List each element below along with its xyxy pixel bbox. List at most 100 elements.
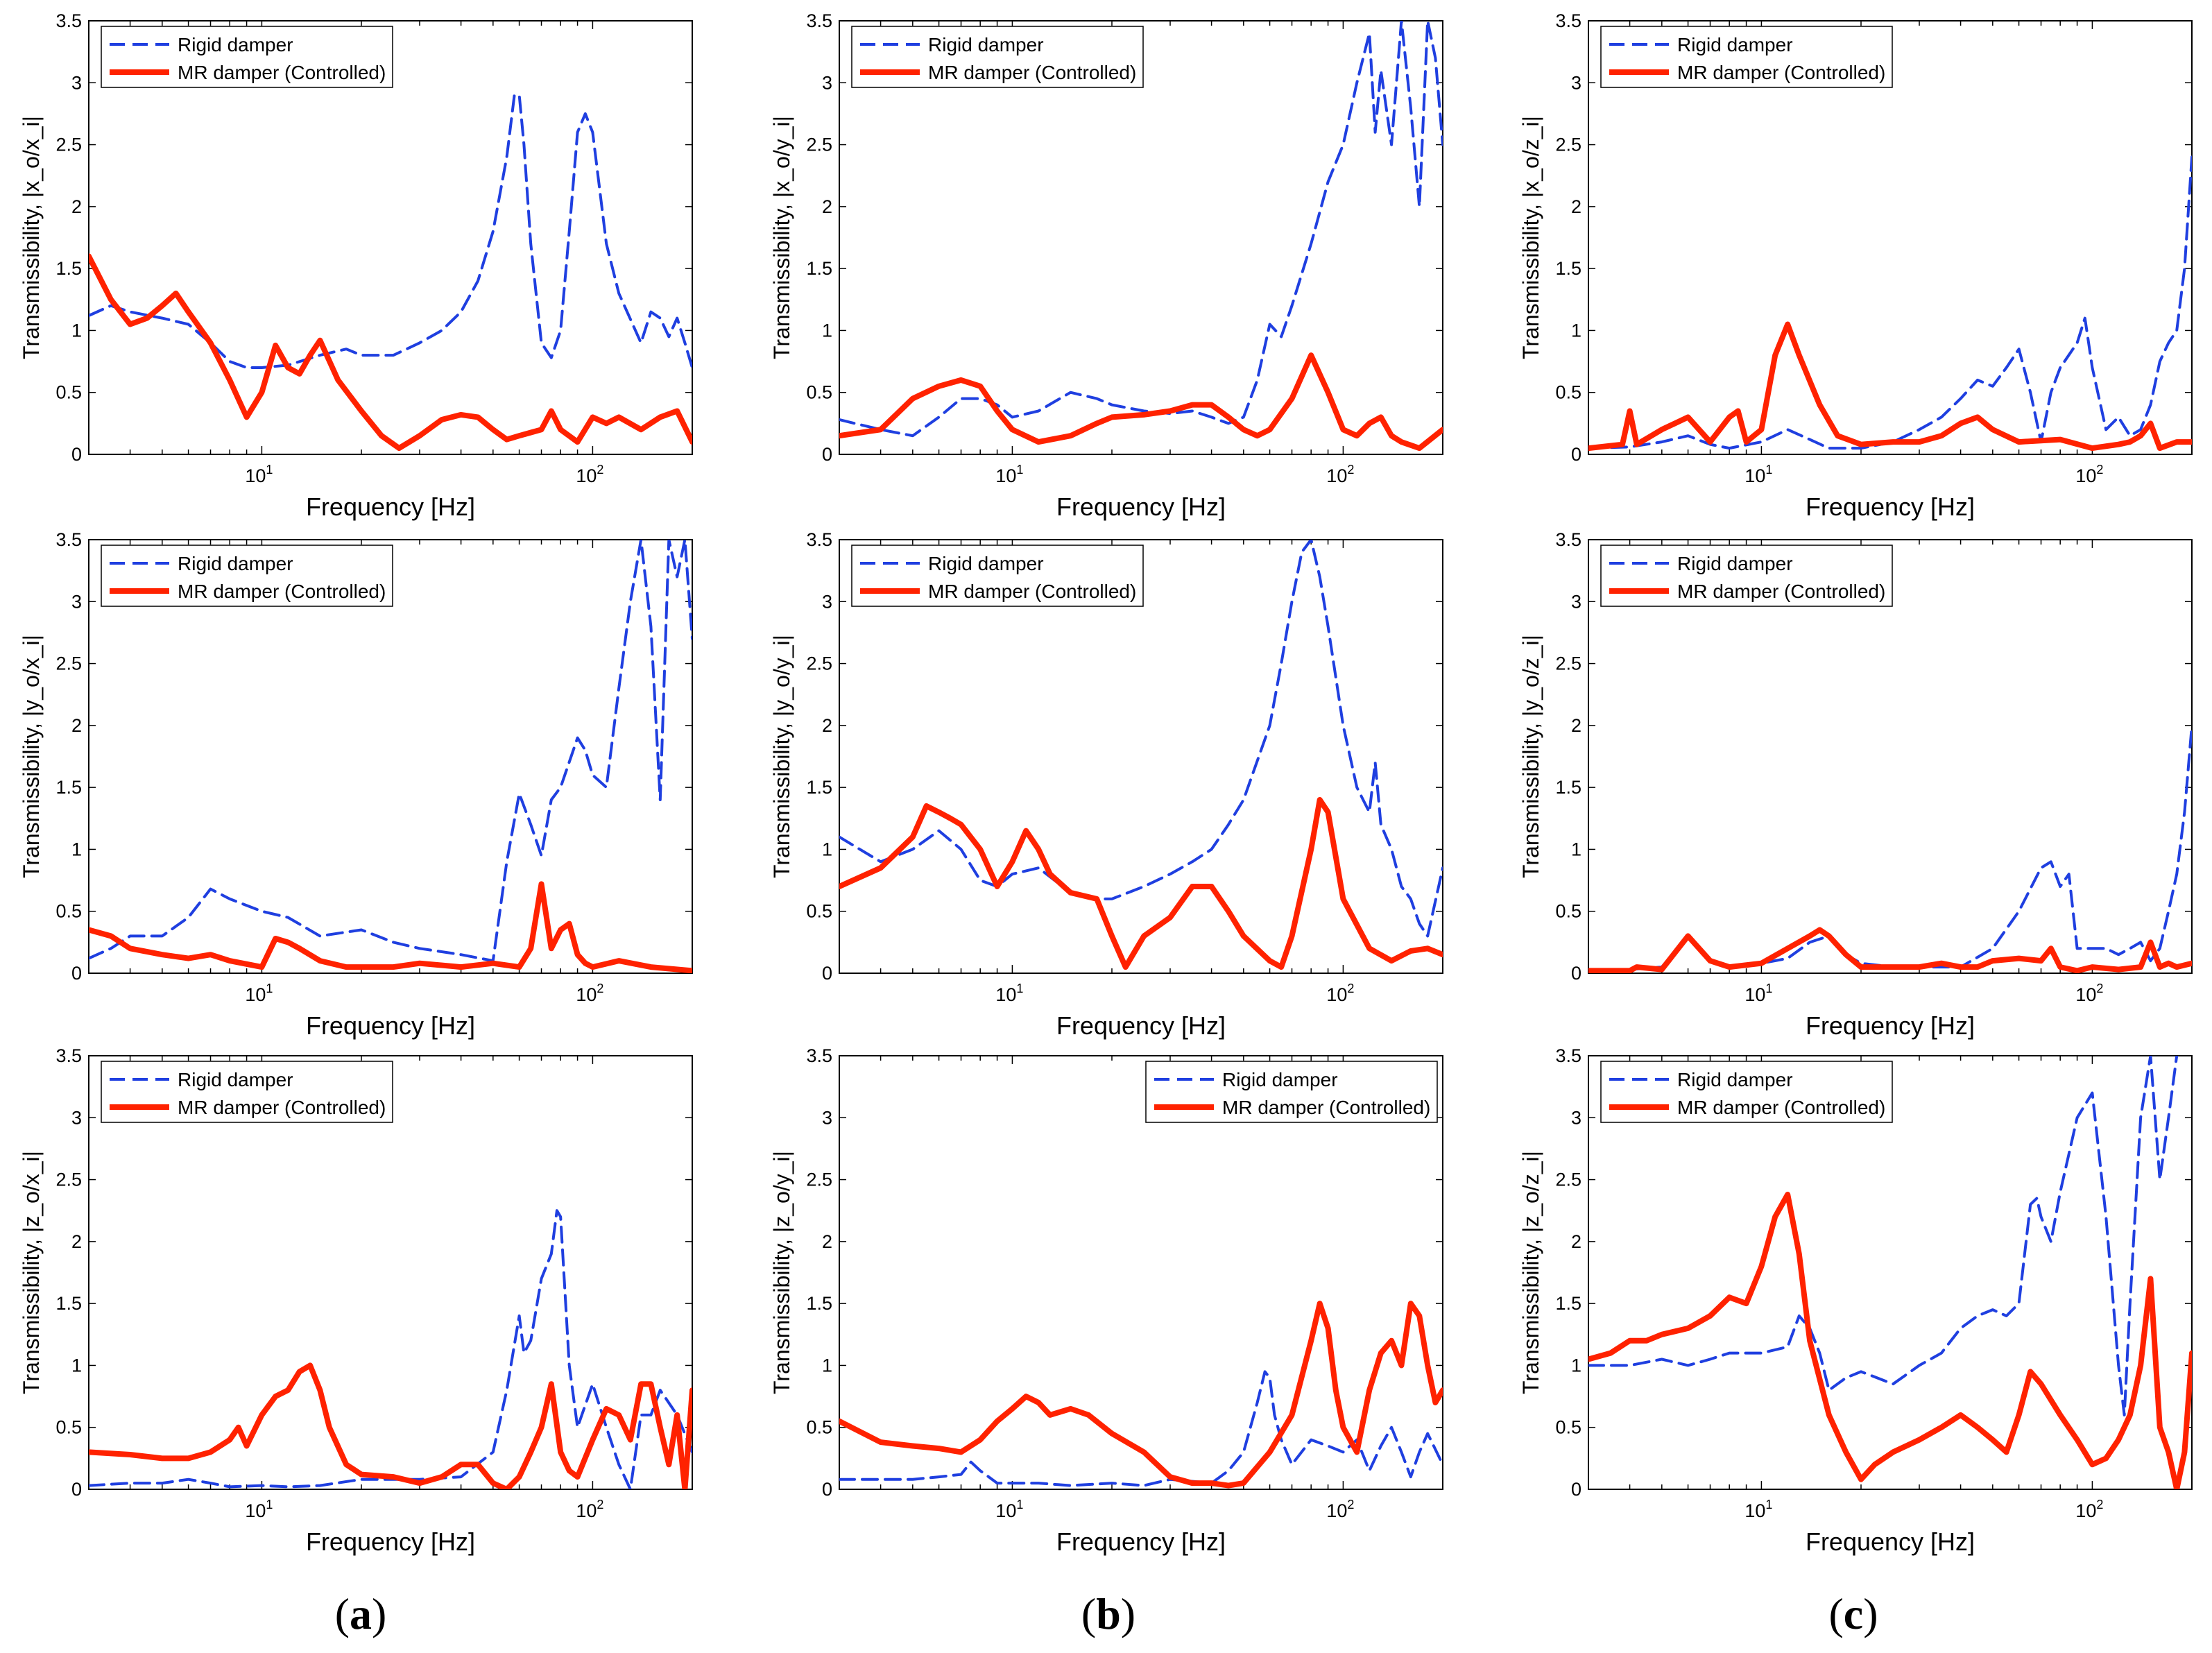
y-tick-label: 1.5 <box>1555 1293 1581 1314</box>
panel-captions: (a) (b) (c) <box>335 1589 1878 1638</box>
legend-box <box>1600 545 1893 607</box>
y-axis-title: Transmissibility, |y_o/x_i| <box>19 635 44 878</box>
legend-box <box>1145 1061 1438 1123</box>
plot-frame <box>1588 20 2193 455</box>
x-axis-title: Frequency [Hz] <box>306 1527 475 1556</box>
y-tick-label: 0.5 <box>55 382 82 403</box>
legend: Rigid damper MR damper (Controlled) <box>101 1061 393 1123</box>
legend-box <box>101 1061 393 1123</box>
legend-label-mr: MR damper (Controlled) <box>928 62 1136 83</box>
legend: Rigid damper MR damper (Controlled) <box>1600 26 1893 88</box>
y-tick-label: 0 <box>71 963 82 984</box>
legend-label-rigid: Rigid damper <box>178 34 293 55</box>
x-axis-title: Frequency [Hz] <box>1056 493 1226 521</box>
y-axis-title: Transmissibility, |x_o/z_i| <box>1518 116 1543 359</box>
y-tick-label: 3.5 <box>806 1045 832 1066</box>
caption-c: (c) <box>1828 1589 1878 1638</box>
legend-label-mr: MR damper (Controlled) <box>1677 62 1885 83</box>
x-axis-title: Frequency [Hz] <box>1806 1527 1975 1556</box>
y-tick-label: 3.5 <box>55 10 82 31</box>
plot-frame <box>88 1055 693 1490</box>
legend-label-rigid: Rigid damper <box>178 553 293 574</box>
x-axis-title: Frequency [Hz] <box>1806 1011 1975 1040</box>
y-tick-label: 2 <box>71 1231 82 1252</box>
x-tick-label: 102 <box>576 463 603 486</box>
y-tick-label: 2 <box>1571 1231 1581 1252</box>
legend-label-mr: MR damper (Controlled) <box>178 581 386 602</box>
y-tick-label: 1.5 <box>806 777 832 798</box>
y-tick-label: 0 <box>71 1479 82 1500</box>
caption-b: (b) <box>1081 1589 1135 1638</box>
legend-label-mr: MR damper (Controlled) <box>1677 581 1885 602</box>
mr-damper-series-line <box>1588 1192 2192 1489</box>
y-tick-label: 2.5 <box>55 653 82 674</box>
y-tick-label: 1.5 <box>1555 258 1581 279</box>
y-tick-label: 0.5 <box>806 382 832 403</box>
y-axis-title: Transmissibility, |x_o/y_i| <box>769 116 794 359</box>
x-axis-title: Frequency [Hz] <box>1806 493 1975 521</box>
legend: Rigid damper MR damper (Controlled) <box>1145 1061 1438 1123</box>
chart-panel-row2-col1: 0 0.5 1 1.5 2 2.5 3 3.5 101 102 Frequency [Hz] Tran… <box>19 529 693 1040</box>
y-axis-title: Transmissibility, |y_o/z_i| <box>1518 635 1543 878</box>
x-axis-title: Frequency [Hz] <box>306 1011 475 1040</box>
x-tick-label: 102 <box>576 982 603 1005</box>
y-tick-label: 2 <box>71 196 82 217</box>
plot-frame <box>1588 539 2193 974</box>
y-tick-label: 2.5 <box>1555 1170 1581 1190</box>
y-tick-label: 2.5 <box>1555 653 1581 674</box>
chart-panel-row3-col2: 0 0.5 1 1.5 2 2.5 3 3.5 101 102 Frequency [Hz] Tran… <box>769 1045 1443 1556</box>
y-tick-label: 3 <box>71 72 82 93</box>
chart-panel-row1-col2: 0 0.5 1 1.5 2 2.5 3 3.5 101 102 Frequency [Hz] Tran… <box>769 10 1443 521</box>
mr-damper-series-line <box>89 881 692 973</box>
y-tick-label: 1 <box>822 320 832 341</box>
mr-damper-series-line <box>89 1362 692 1489</box>
y-tick-label: 2.5 <box>55 135 82 155</box>
chart-panel-row2-col2: 0 0.5 1 1.5 2 2.5 3 3.5 101 102 Frequency [Hz] Tran… <box>769 529 1443 1040</box>
mr-damper-series-line <box>839 352 1443 452</box>
x-tick-label: 101 <box>995 982 1023 1005</box>
y-tick-label: 3.5 <box>55 1045 82 1066</box>
chart-panel-row2-col3: 0 0.5 1 1.5 2 2.5 3 3.5 101 102 Frequency [Hz] Tran… <box>1518 529 2193 1040</box>
y-tick-label: 3 <box>1571 1107 1581 1128</box>
plot-frame <box>1588 1055 2193 1490</box>
y-tick-label: 2.5 <box>806 1170 832 1190</box>
y-tick-label: 1 <box>71 839 82 859</box>
legend: Rigid damper MR damper (Controlled) <box>851 26 1144 88</box>
y-tick-label: 0 <box>822 1479 832 1500</box>
rigid-damper-series-line <box>1588 155 2192 450</box>
x-tick-label: 101 <box>1744 982 1772 1005</box>
legend-box <box>101 545 393 607</box>
x-tick-label: 102 <box>1326 1498 1354 1521</box>
y-axis-title: Transmissibility, |z_o/z_i| <box>1518 1151 1543 1394</box>
y-tick-label: 1 <box>1571 1355 1581 1376</box>
x-tick-label: 102 <box>2075 1498 2103 1521</box>
y-axis-title: Transmissibility, |z_o/y_i| <box>769 1151 794 1394</box>
y-tick-label: 1.5 <box>806 1293 832 1314</box>
mr-damper-series-line <box>1588 927 2192 973</box>
y-tick-label: 2 <box>822 196 832 217</box>
plot-frame <box>88 20 693 455</box>
rigid-damper-series-line <box>89 1209 692 1489</box>
y-tick-label: 3 <box>1571 72 1581 93</box>
y-tick-label: 0.5 <box>1555 901 1581 922</box>
x-tick-label: 102 <box>2075 463 2103 486</box>
legend-box <box>851 26 1144 88</box>
y-tick-label: 3.5 <box>1555 1045 1581 1066</box>
legend-box <box>851 545 1144 607</box>
y-tick-label: 1 <box>1571 839 1581 859</box>
y-tick-label: 1 <box>822 1355 832 1376</box>
mr-damper-series-line <box>89 253 692 452</box>
y-axis-title: Transmissibility, |y_o/y_i| <box>769 635 794 878</box>
rigid-damper-series-line <box>839 1370 1443 1487</box>
y-tick-label: 1.5 <box>55 1293 82 1314</box>
mr-damper-series-line <box>1588 321 2192 452</box>
y-tick-label: 2 <box>1571 196 1581 217</box>
mr-damper-series-line <box>839 1301 1443 1489</box>
y-tick-label: 2.5 <box>55 1170 82 1190</box>
rigid-damper-series-line <box>89 540 692 963</box>
y-tick-label: 3 <box>822 72 832 93</box>
legend-label-rigid: Rigid damper <box>1677 34 1793 55</box>
y-tick-label: 3 <box>71 1107 82 1128</box>
rigid-damper-series-line <box>1588 1056 2179 1416</box>
